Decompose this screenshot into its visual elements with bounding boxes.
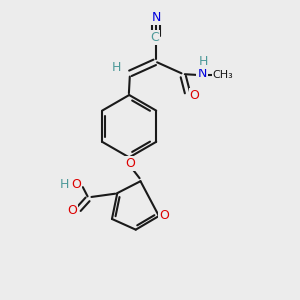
Text: O: O	[190, 89, 200, 102]
Text: O: O	[71, 178, 81, 191]
Text: O: O	[67, 204, 77, 217]
Text: C: C	[150, 31, 159, 44]
Text: H: H	[59, 178, 69, 191]
Text: H: H	[199, 55, 208, 68]
Text: O: O	[125, 157, 135, 170]
Text: H: H	[111, 61, 121, 74]
Text: CH₃: CH₃	[213, 70, 233, 80]
Text: N: N	[151, 11, 160, 24]
Text: N: N	[197, 68, 207, 80]
Text: O: O	[159, 209, 169, 223]
